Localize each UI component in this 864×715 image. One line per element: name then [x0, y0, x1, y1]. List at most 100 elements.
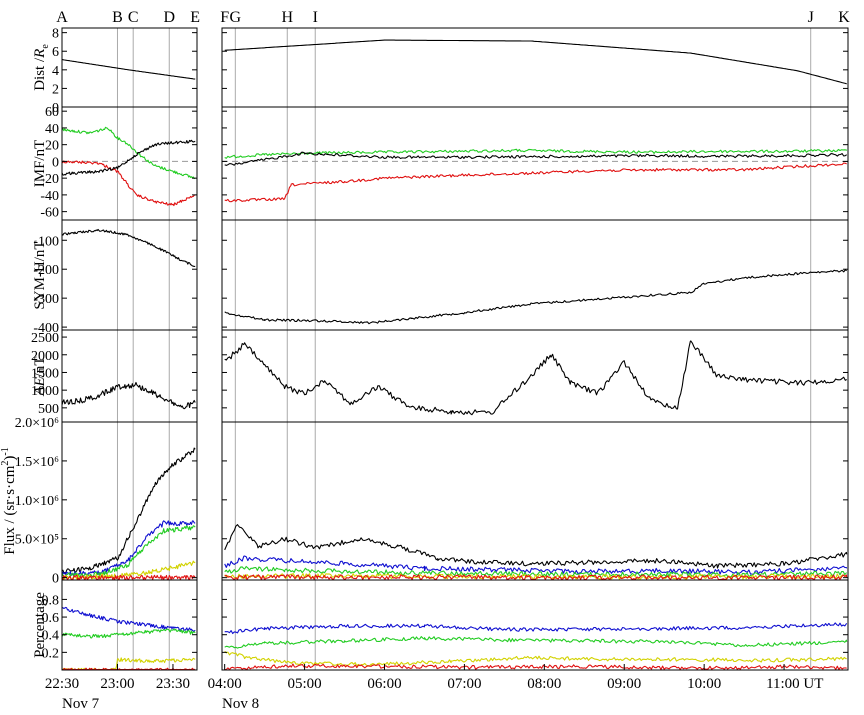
x-tick-label: 05:00	[287, 676, 321, 692]
pct-ytick-label: 0.4	[42, 629, 60, 644]
marker-label-D: D	[163, 9, 175, 26]
imf-series-black-left	[61, 139, 196, 176]
pct-ytick-label: 0.2	[42, 646, 60, 661]
flux-panel-frame-left	[61, 421, 198, 581]
dist-panel-frame-left	[61, 27, 198, 108]
ae-series-black-right	[224, 340, 847, 416]
pct-series-red-right	[224, 663, 847, 671]
marker-label-F: F	[220, 9, 229, 26]
x-tick-label: 11:00 UT	[766, 676, 823, 692]
imf-panel-frame-right	[221, 106, 849, 221]
marker-label-K: K	[838, 9, 850, 26]
flux-ytick-label: 0	[52, 572, 59, 587]
x-tick-label: 22:30	[45, 676, 79, 692]
imf-ytick-label: -60	[40, 206, 59, 221]
symh-ytick-label: -100	[33, 234, 59, 249]
ae-ylabel: AE/nT	[32, 356, 48, 396]
dist-ytick-label: 8	[52, 27, 59, 42]
imf-ytick-label: 20	[45, 139, 59, 154]
x-tick-label: 23:00	[100, 676, 134, 692]
flux-series-black-right	[224, 524, 848, 569]
flux-ylabel: Flux / (sr·s·cm2)-1	[0, 447, 18, 555]
imf-series-green-left	[61, 126, 196, 180]
marker-label-B: B	[112, 9, 123, 26]
marker-label-I: I	[313, 9, 318, 26]
flux-ytick-label: 5.0×10⁵	[15, 533, 59, 548]
flux-series-red-right	[224, 574, 848, 581]
ae-series-black-left	[61, 381, 196, 410]
flux-ytick-label: 1.5×10⁶	[15, 455, 59, 470]
pct-ytick-label: 0.8	[42, 593, 60, 608]
dist-series-black-right	[224, 39, 847, 85]
imf-ytick-label: -40	[40, 189, 59, 204]
symh-ytick-label: -300	[33, 292, 59, 307]
marker-label-A: A	[56, 9, 68, 26]
imf-ytick-label: 60	[45, 105, 59, 120]
pct-series-yellow-left	[62, 657, 196, 671]
pct-panel-frame-left	[61, 579, 198, 671]
ae-ytick-label: 2500	[31, 331, 59, 346]
x-tick-label: 23:30	[156, 676, 190, 692]
ae-panel-frame-left	[61, 329, 198, 423]
flux-series-black-left	[61, 447, 196, 574]
pct-ytick-label: 0.6	[42, 611, 60, 626]
imf-ylabel: IMF/nT	[32, 140, 48, 188]
x-tick-label: 07:00	[447, 676, 481, 692]
flux-ytick-label: 1.0×10⁶	[15, 494, 59, 509]
dist-panel-frame-right	[221, 27, 849, 108]
x-tick-label: 08:00	[527, 676, 561, 692]
ae-ytick-label: 2000	[31, 349, 59, 364]
pct-series-blue-right	[224, 622, 848, 635]
ae-panel-frame-right	[221, 329, 849, 423]
imf-ytick-label: 0	[52, 155, 59, 170]
dist-ytick-label: 4	[52, 64, 59, 79]
date-label-nov7: Nov 7	[62, 696, 100, 712]
dist-ylabel: Dist /Re	[32, 44, 51, 91]
x-tick-label: 10:00	[687, 676, 721, 692]
marker-label-C: C	[128, 9, 139, 26]
imf-ytick-label: -20	[40, 172, 59, 187]
imf-series-black-right	[224, 151, 848, 166]
marker-label-G: G	[230, 9, 242, 26]
x-tick-label: 06:00	[367, 676, 401, 692]
marker-label-E: E	[190, 9, 200, 26]
pct-series-yellow-right	[224, 650, 847, 667]
imf-ytick-label: 40	[45, 122, 59, 137]
flux-series-blue-left	[61, 520, 196, 577]
flux-series-yellow-right	[224, 572, 847, 580]
symh-ytick-label: -200	[33, 263, 59, 278]
flux-panel-frame-right	[221, 421, 849, 581]
symh-panel-frame-left	[61, 219, 198, 331]
imf-series-red-right	[224, 162, 847, 203]
pct-ylabel: Percentage	[32, 592, 48, 658]
imf-series-red-left	[61, 160, 196, 207]
symh-ytick-label: -400	[33, 321, 59, 336]
dist-ytick-label: 6	[52, 45, 59, 60]
dist-ytick-label: 2	[52, 82, 59, 97]
marker-label-H: H	[281, 9, 293, 26]
symh-series-black-right	[224, 269, 847, 325]
pct-series-blue-left	[61, 606, 196, 632]
x-tick-label: 09:00	[607, 676, 641, 692]
ae-ytick-label: 500	[38, 402, 59, 417]
dist-series-black-left	[61, 59, 196, 80]
symh-panel-frame-right	[221, 219, 849, 331]
ae-ytick-label: 1000	[31, 384, 59, 399]
date-label-nov8: Nov 8	[222, 696, 259, 712]
marker-label-J: J	[808, 9, 814, 26]
flux-series-yellow-left	[61, 560, 196, 580]
pct-panel-frame-right	[221, 579, 849, 671]
x-tick-label: 04:00	[208, 676, 242, 692]
symh-series-black-left	[61, 228, 196, 268]
flux-series-blue-right	[224, 555, 848, 575]
dist-ytick-label: 0	[52, 101, 59, 116]
flux-series-green-right	[224, 565, 847, 578]
ae-ytick-label: 1500	[31, 366, 59, 381]
pct-series-green-right	[224, 636, 848, 649]
pct-series-green-left	[61, 628, 196, 639]
flux-series-green-left	[61, 525, 196, 578]
imf-series-green-right	[224, 148, 848, 159]
flux-ytick-label: 2.0×10⁶	[15, 416, 59, 431]
symh-ylabel: SYM-H/nT	[32, 240, 48, 309]
